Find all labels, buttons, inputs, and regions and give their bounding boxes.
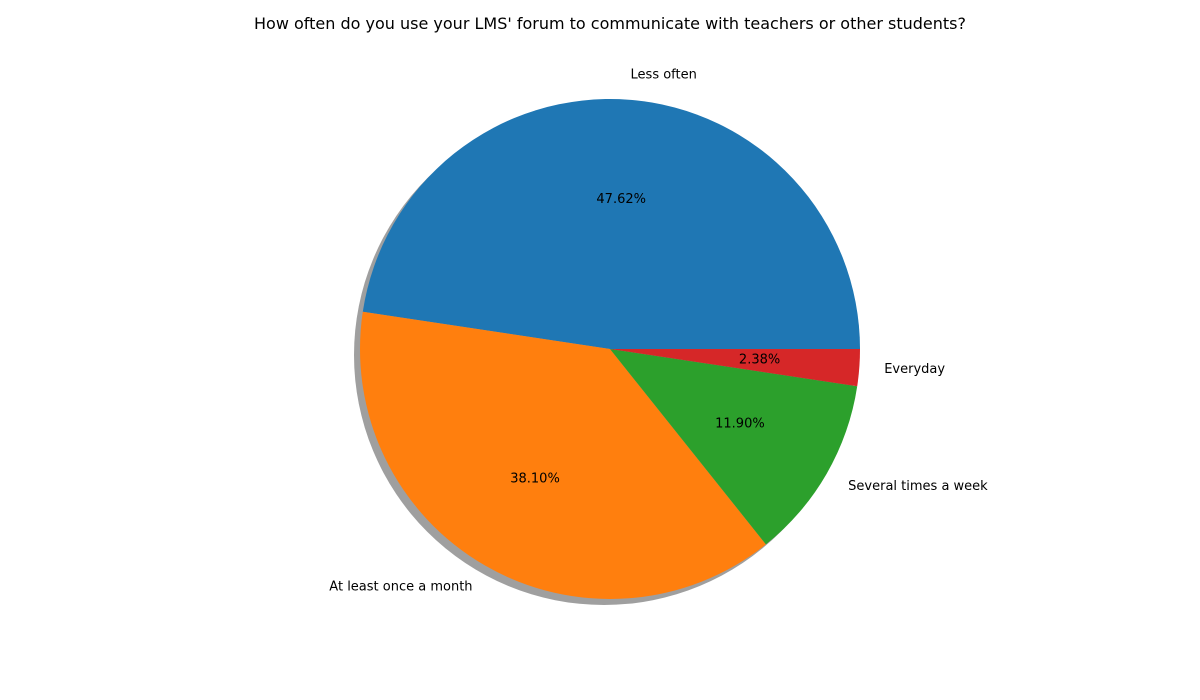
pie-slice-everyday	[610, 349, 860, 387]
slice-percent-everyday: 2.38%	[739, 353, 780, 368]
chart-title: How often do you use your LMS' forum to …	[254, 14, 966, 33]
slice-label-everyday: Everyday	[884, 362, 945, 377]
slice-label-several-times-a-week: Several times a week	[848, 479, 988, 494]
slice-percent-several-times-a-week: 11.90%	[715, 416, 765, 431]
slice-label-less-often: Less often	[631, 67, 697, 82]
slice-label-at-least-once-a-month: At least once a month	[329, 580, 472, 595]
slice-percent-at-least-once-a-month: 38.10%	[510, 471, 560, 486]
pie-slice-several-times-a-week	[610, 349, 858, 545]
pie-slice-less-often	[362, 98, 861, 350]
pie-labels: Less often 47.62% At least once a month 38.…	[329, 67, 988, 594]
pie-slice-at-least-once-a-month	[360, 311, 766, 600]
pie-slices	[360, 98, 861, 600]
slice-percent-less-often: 47.62%	[596, 192, 646, 207]
